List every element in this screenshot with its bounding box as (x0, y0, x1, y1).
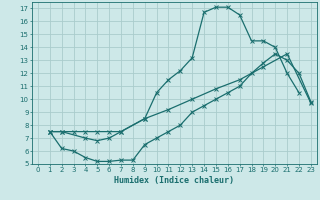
X-axis label: Humidex (Indice chaleur): Humidex (Indice chaleur) (115, 176, 234, 185)
